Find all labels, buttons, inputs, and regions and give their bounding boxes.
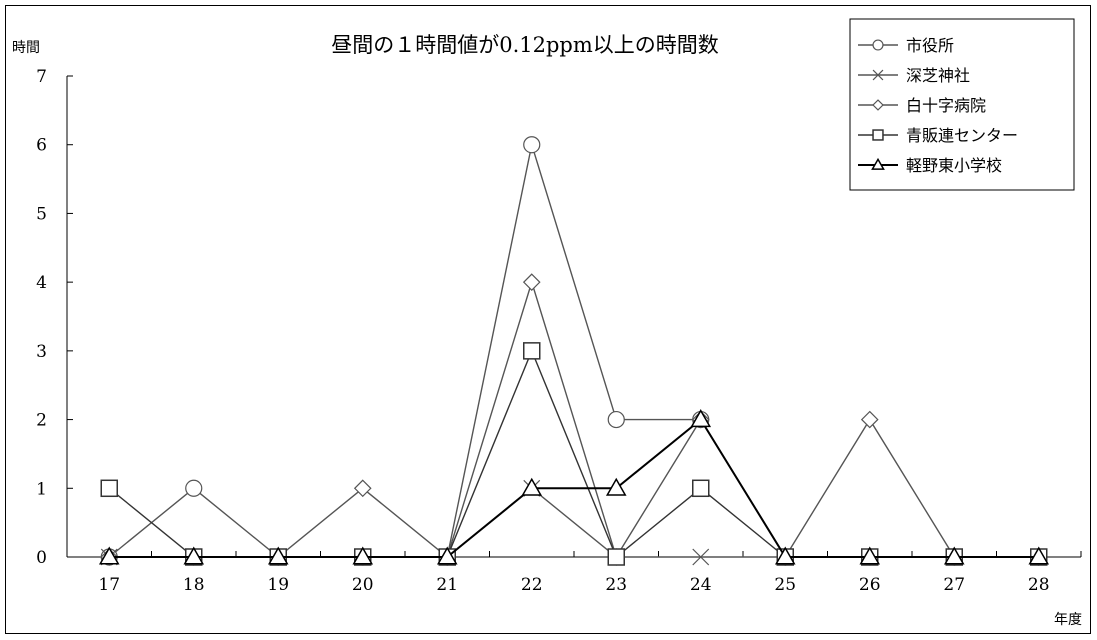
series-line [109, 487, 1039, 558]
data-point [871, 157, 885, 170]
data-point [436, 546, 458, 565]
series-4 [100, 342, 1048, 566]
data-point [521, 477, 543, 496]
data-point [523, 136, 541, 154]
y-tick-label: 2 [36, 411, 47, 431]
legend-label: 軽野東小学校 [906, 156, 1002, 175]
y-tick-label: 1 [36, 479, 47, 499]
x-tick-label: 20 [352, 575, 374, 595]
data-point [185, 479, 203, 497]
legend-label: 市役所 [906, 36, 954, 55]
x-tick-label: 28 [1028, 575, 1050, 595]
series-line [108, 349, 1039, 559]
y-tick-label: 0 [36, 548, 47, 568]
data-point [353, 479, 372, 498]
data-point [690, 409, 712, 428]
legend-item: 深芝神社 [858, 66, 970, 85]
y-tick-label: 4 [36, 273, 47, 293]
legend-item: 市役所 [858, 36, 954, 55]
data-point [692, 479, 710, 498]
data-point [859, 546, 881, 565]
data-point [607, 410, 625, 429]
y-tick-label: 5 [36, 204, 47, 224]
data-point [1028, 546, 1050, 565]
data-point [352, 546, 374, 565]
legend-label: 青販連センター [906, 126, 1018, 145]
series-3 [100, 273, 1048, 566]
legend-label: 白十字病院 [906, 96, 986, 115]
x-tick-label: 23 [605, 575, 627, 595]
data-point [692, 548, 710, 566]
data-point [872, 99, 884, 111]
data-point [98, 546, 120, 565]
series-line [109, 279, 1039, 559]
chart-title: 昼間の１時間値が0.12ppm以上の時間数 [331, 33, 719, 57]
data-point [943, 546, 965, 565]
series-line [108, 144, 1039, 558]
data-point [872, 39, 884, 51]
data-point [523, 342, 541, 360]
legend-item: 青販連センター [858, 126, 1018, 145]
y-tick-label: 7 [36, 67, 47, 87]
y-axis-label: 時間 [12, 40, 40, 56]
series-5 [98, 409, 1050, 565]
data-point [860, 410, 879, 429]
data-point [522, 273, 541, 291]
data-point [267, 546, 289, 565]
x-axis-label: 年度 [1054, 612, 1082, 628]
x-tick-label: 24 [690, 575, 712, 595]
series-line [109, 418, 1039, 558]
y-tick-label: 6 [36, 136, 47, 156]
data-point [100, 479, 118, 498]
legend-item: 軽野東小学校 [858, 156, 1002, 175]
data-point [872, 69, 884, 81]
data-point [774, 546, 796, 565]
x-tick-label: 27 [943, 575, 965, 595]
x-tick-label: 19 [267, 575, 289, 595]
x-tick-label: 22 [521, 575, 543, 595]
x-tick-label: 18 [183, 575, 205, 595]
y-tick-label: 3 [36, 342, 47, 362]
series-1 [100, 136, 1048, 566]
x-tick-label: 21 [436, 575, 458, 595]
x-tick-label: 17 [98, 575, 120, 595]
x-tick-label: 25 [774, 575, 796, 595]
chart-frame [5, 5, 1091, 634]
data-point [605, 477, 627, 496]
data-point [183, 546, 205, 565]
legend-label: 深芝神社 [906, 66, 970, 85]
legend-item: 白十字病院 [858, 96, 986, 115]
series-layer [98, 136, 1050, 566]
data-point [607, 548, 625, 566]
x-tick-label: 26 [859, 575, 881, 595]
data-point [872, 129, 884, 141]
